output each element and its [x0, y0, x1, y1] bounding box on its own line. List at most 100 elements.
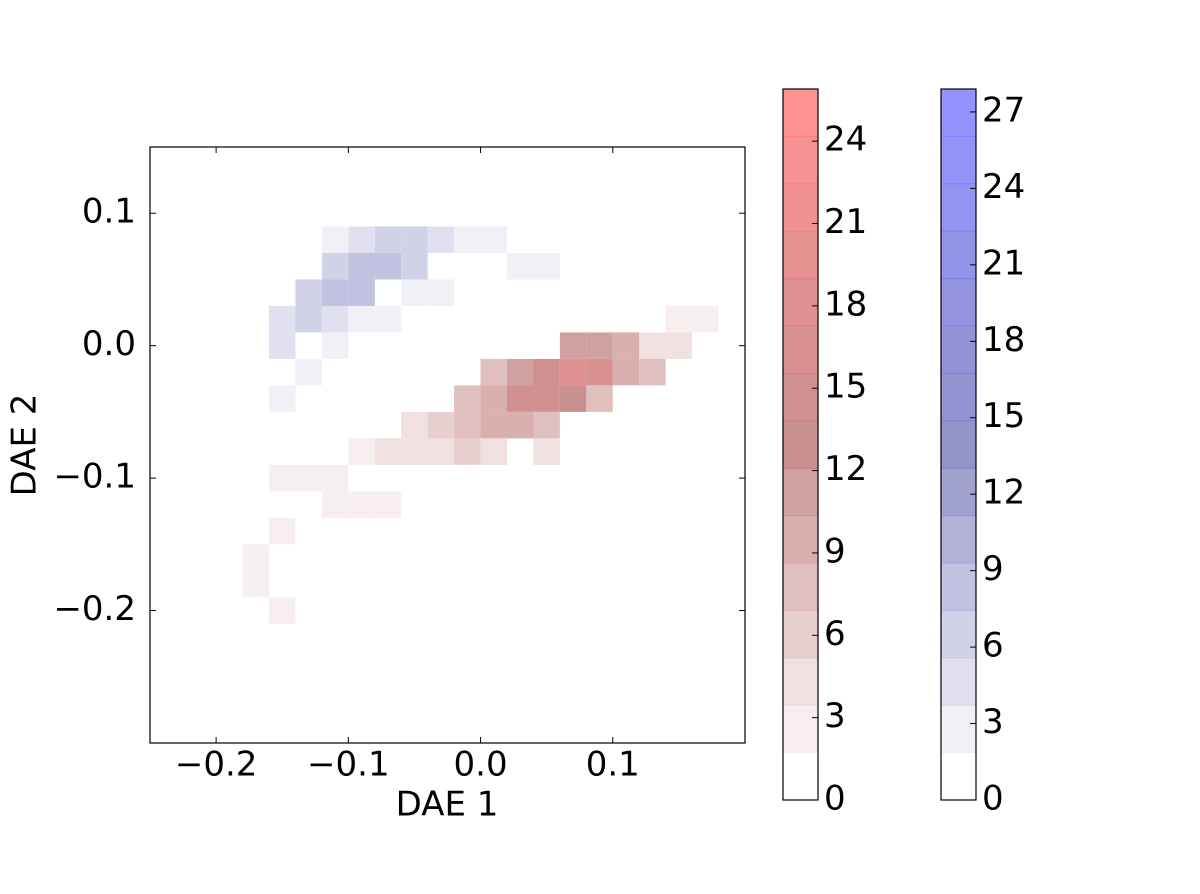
hist-cell: [427, 411, 455, 439]
hist-cell: [401, 438, 428, 465]
colorbar-band: [783, 89, 818, 137]
hist-cell: [242, 544, 269, 571]
colorbar-frame: [782, 88, 819, 801]
hist-cell: [374, 438, 402, 465]
colorbar-tick-label: 18: [824, 284, 867, 324]
hist-cell: [348, 226, 375, 253]
colorbar-band: [941, 136, 976, 185]
hist-cell: [533, 252, 560, 280]
hist-cell: [533, 385, 560, 412]
hist-cell: [269, 464, 296, 492]
hist-cell: [559, 385, 587, 412]
colorbar-tick-label: 9: [982, 549, 1004, 589]
colorbar-band: [941, 515, 976, 564]
hist-cell: [612, 358, 640, 386]
y-tick-label: 0.1: [82, 192, 136, 232]
colorbar-band: [941, 278, 976, 327]
hist-cell: [374, 226, 402, 253]
hist-cell: [480, 226, 507, 253]
hist-cell: [269, 305, 296, 333]
colorbar-tick-label: 15: [824, 367, 867, 407]
colorbar-band: [941, 610, 976, 659]
hist-cell: [295, 464, 322, 492]
colorbar-tick-label: 21: [824, 202, 867, 242]
hist-cell: [269, 385, 296, 412]
hist-cell: [295, 623, 322, 651]
y-tick-label: −0.2: [53, 589, 136, 629]
colorbar-tick-label: 6: [824, 614, 846, 654]
hist-cell: [533, 438, 560, 465]
hist-cell: [454, 438, 481, 465]
hist-cell: [507, 411, 534, 439]
hist-cell: [242, 570, 269, 598]
hist-cell: [348, 305, 375, 333]
hist-cell: [401, 226, 428, 253]
colorbar-band: [941, 420, 976, 469]
colorbar-band: [783, 420, 818, 469]
hist-cell: [348, 491, 375, 518]
colorbar-band: [783, 610, 818, 659]
colorbar-band: [783, 326, 818, 374]
hist-cell: [321, 332, 349, 359]
hist-cell: [348, 279, 375, 306]
hist-cell: [321, 252, 349, 280]
hist-cell: [639, 332, 666, 359]
hist-cell: [586, 279, 613, 306]
colorbar-band: [941, 705, 976, 754]
colorbar-tick-label: 21: [982, 243, 1025, 283]
colorbar-tick-label: 12: [982, 473, 1025, 513]
hist-cell: [559, 332, 587, 359]
y-axis-label: DAE 2: [5, 394, 45, 497]
hist-cell: [401, 252, 428, 280]
colorbar-tick-label: 0: [824, 779, 846, 819]
x-tick-label: −0.1: [307, 745, 390, 785]
x-axis-label: DAE 1: [396, 785, 499, 825]
hist-cell: [401, 279, 428, 306]
colorbar-tick-label: 15: [982, 396, 1025, 436]
colorbar-tick-label: 24: [982, 167, 1025, 207]
hist-cell: [665, 305, 693, 333]
colorbar-tick-label: 24: [824, 120, 867, 160]
colorbar-band: [783, 373, 818, 422]
colorbar-band: [941, 89, 976, 137]
colorbar-band: [783, 231, 818, 280]
hist-cell: [321, 305, 349, 333]
colorbar-band: [783, 136, 818, 185]
colorbar-band: [941, 373, 976, 422]
colorbar-band: [941, 468, 976, 517]
hist-cell: [321, 491, 349, 518]
hist-cell: [427, 226, 455, 253]
hist-cell: [321, 226, 349, 253]
hist-cell: [216, 464, 243, 492]
hist-cell: [480, 385, 507, 412]
hist-cell: [454, 385, 481, 412]
hist-cell: [480, 411, 507, 439]
plot-frame: [149, 146, 746, 744]
hist-cell: [348, 438, 375, 465]
y-tick-label: 0.0: [82, 324, 136, 364]
hist-cell: [321, 464, 349, 492]
colorbar-tick-label: 9: [824, 531, 846, 571]
hist-cell: [454, 411, 481, 439]
colorbar-tick-label: 27: [982, 90, 1025, 130]
hist-cell: [665, 332, 693, 359]
hist-cell: [559, 358, 587, 386]
colorbar-band: [941, 657, 976, 706]
colorbar-band: [783, 468, 818, 517]
hist-cell: [401, 411, 428, 439]
colorbar-band: [941, 752, 976, 801]
colorbar-band: [941, 326, 976, 374]
colorbar-band: [783, 657, 818, 706]
heatmap: [216, 226, 719, 651]
hist-cell: [427, 438, 455, 465]
colorbar-band: [783, 515, 818, 564]
colorbar-tick-label: 3: [982, 702, 1004, 742]
hist-cell: [269, 597, 296, 624]
x-tick-label: 0.1: [586, 745, 640, 785]
colorbar-band: [941, 183, 976, 232]
hist-cell: [321, 279, 349, 306]
hist-cell: [559, 279, 587, 306]
hist-cell: [374, 252, 402, 280]
hist-cell: [692, 305, 719, 333]
